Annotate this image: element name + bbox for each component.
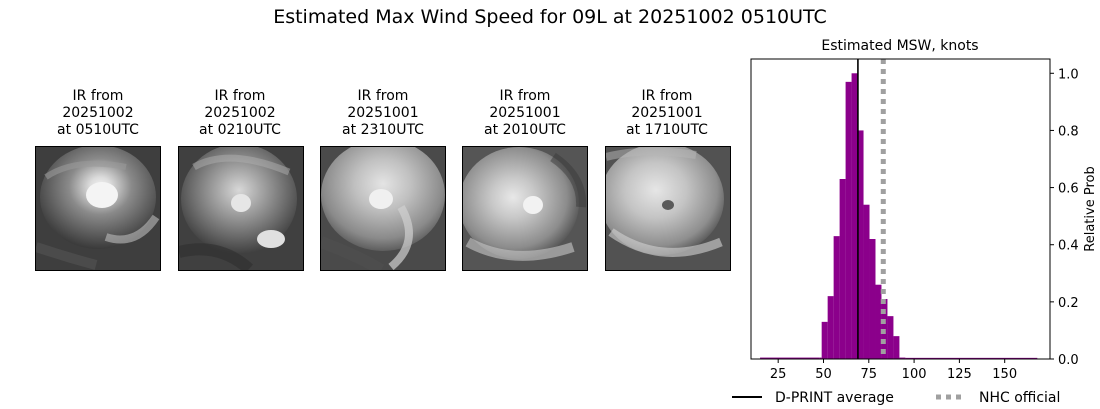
histogram-bar xyxy=(893,336,900,359)
plot-frame xyxy=(750,58,1051,360)
ir-panel-label-line1: IR from xyxy=(499,88,551,104)
x-tick-label: 125 xyxy=(947,367,972,382)
histogram-bar xyxy=(760,357,820,359)
x-tick-label: 75 xyxy=(861,367,878,382)
x-tick-label: 150 xyxy=(992,367,1017,382)
y-tick-label: 0.0 xyxy=(1058,353,1079,368)
histogram-bars xyxy=(760,73,1038,360)
ir-panel-label-line2: 20251001 xyxy=(631,105,703,121)
y-axis-label: Relative Prob xyxy=(1083,166,1098,251)
histogram-bar xyxy=(869,239,876,359)
ir-panel-label-line3: at 0210UTC xyxy=(199,122,281,138)
ir-panel-label-line2: 20251002 xyxy=(204,105,276,121)
chart-title: Estimated MSW, knots xyxy=(821,38,978,54)
histogram-bar xyxy=(819,357,822,359)
x-tick-label: 50 xyxy=(815,367,832,382)
histogram-bar xyxy=(875,284,882,359)
ir-satellite-image xyxy=(462,146,588,271)
y-tick-label: 0.4 xyxy=(1058,239,1079,254)
ir-panel-label-line2: 20251001 xyxy=(347,105,419,121)
ir-panel-label-line1: IR from xyxy=(72,88,124,104)
histogram-bar xyxy=(857,130,864,359)
figure-title: Estimated Max Wind Speed for 09L at 2025… xyxy=(273,6,827,28)
reference-lines xyxy=(857,59,886,359)
ir-panel-label-line1: IR from xyxy=(214,88,266,104)
histogram-bar xyxy=(833,236,840,359)
ir-satellite-image xyxy=(35,146,161,271)
ir-satellite-image xyxy=(178,146,304,271)
y-tick-label: 0.6 xyxy=(1058,182,1079,197)
ir-panel-label-line1: IR from xyxy=(357,88,409,104)
x-axis-ticks: 25 50 75 100 125 150 xyxy=(770,359,1017,382)
ir-panel-label-line3: at 0510UTC xyxy=(57,122,139,138)
histogram-bar xyxy=(821,321,828,359)
ir-panel-label-line2: 20251002 xyxy=(62,105,134,121)
ir-satellite-image xyxy=(320,146,446,271)
histogram-bar xyxy=(839,179,846,359)
ir-satellite-image xyxy=(605,146,731,271)
histogram-bar xyxy=(899,357,906,359)
histogram-bar xyxy=(863,204,870,359)
legend-label: D-PRINT average xyxy=(775,390,894,406)
ir-panel-label-line1: IR from xyxy=(641,88,693,104)
histogram-bar xyxy=(905,357,1038,359)
ir-panel-label-line3: at 2310UTC xyxy=(342,122,424,138)
x-tick-label: 25 xyxy=(770,367,787,382)
y-axis-ticks: 0.0 0.2 0.4 0.6 0.8 1.0 xyxy=(1050,67,1079,368)
histogram-bar xyxy=(827,296,834,359)
legend: D-PRINT average NHC official xyxy=(732,390,1060,406)
histogram-bar xyxy=(851,73,858,360)
legend-label: NHC official xyxy=(979,390,1060,406)
y-tick-label: 0.8 xyxy=(1058,124,1079,139)
ir-panel-label-line3: at 1710UTC xyxy=(626,122,708,138)
ir-panel-label-line2: 20251001 xyxy=(489,105,561,121)
x-tick-label: 100 xyxy=(902,367,927,382)
ir-panel-label-line3: at 2010UTC xyxy=(484,122,566,138)
histogram-bar xyxy=(845,81,852,359)
histogram-bar xyxy=(887,316,894,359)
y-tick-label: 1.0 xyxy=(1058,67,1079,82)
y-tick-label: 0.2 xyxy=(1058,296,1079,311)
